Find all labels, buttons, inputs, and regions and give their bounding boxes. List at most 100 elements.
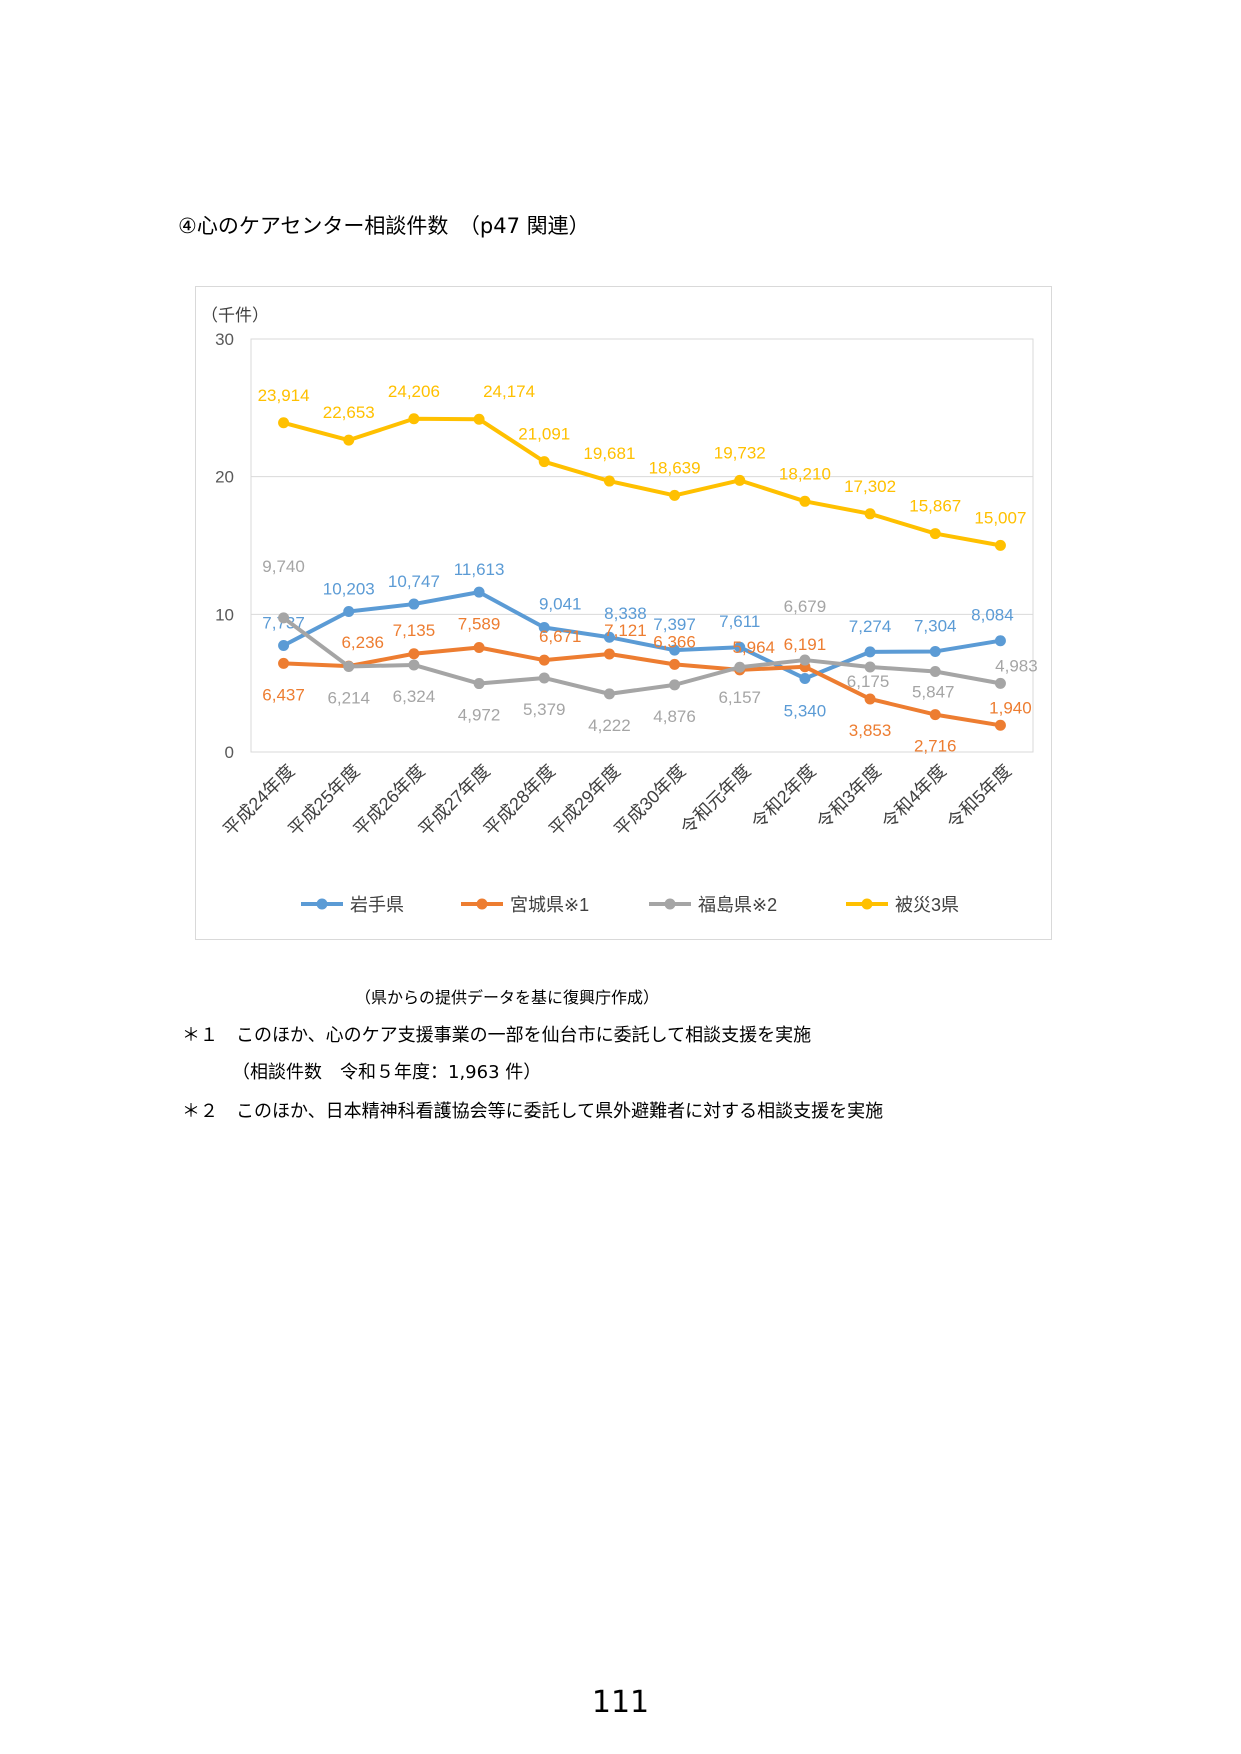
x-tick-label: 令和4年度	[878, 761, 950, 833]
x-tick-label: 令和2年度	[748, 761, 820, 833]
data-label: 7,135	[393, 621, 436, 640]
data-label: 4,876	[653, 707, 696, 726]
data-point	[603, 631, 615, 643]
data-point	[603, 688, 615, 700]
data-label: 8,338	[604, 604, 647, 623]
data-label: 1,940	[989, 698, 1032, 717]
data-label: 9,041	[539, 595, 582, 614]
data-point	[473, 642, 485, 654]
data-point	[538, 672, 550, 684]
data-point	[278, 612, 290, 624]
data-point	[929, 645, 941, 657]
data-point	[929, 709, 941, 721]
data-label: 15,007	[974, 508, 1026, 527]
data-point	[538, 456, 550, 468]
data-label: 7,397	[653, 615, 696, 634]
x-tick-label: 令和3年度	[813, 761, 885, 833]
data-label: 18,210	[779, 464, 831, 483]
chart-heading: ④心のケアセンター相談件数 （p47 関連）	[178, 214, 590, 238]
data-label: 5,964	[732, 638, 775, 657]
data-point	[994, 539, 1006, 551]
y-tick-label: 30	[215, 330, 234, 349]
source-note: （県からの提供データを基に復興庁作成）	[355, 988, 660, 1007]
data-point	[799, 672, 811, 684]
data-label: 15,867	[909, 497, 961, 516]
data-point	[864, 661, 876, 673]
data-point	[864, 646, 876, 658]
data-point	[408, 413, 420, 425]
data-label: 10,203	[323, 580, 375, 599]
x-tick-label: 令和5年度	[943, 761, 1015, 833]
data-point	[538, 654, 550, 666]
data-point	[799, 495, 811, 507]
data-label: 5,340	[784, 701, 827, 720]
series-line-2	[281, 645, 1003, 728]
data-label: 8,084	[971, 606, 1014, 625]
data-point	[994, 719, 1006, 731]
data-point	[864, 693, 876, 705]
data-point	[278, 657, 290, 669]
y-unit-label: （千件）	[201, 306, 269, 325]
data-label: 11,613	[454, 560, 505, 579]
data-point	[603, 475, 615, 487]
data-point	[734, 641, 746, 653]
data-label: 6,679	[784, 597, 827, 616]
data-label: 7,274	[849, 617, 892, 636]
data-label: 17,302	[844, 477, 896, 496]
data-label: 2,716	[914, 737, 957, 756]
data-point	[408, 598, 420, 610]
data-label: 3,853	[849, 721, 892, 740]
data-point	[408, 648, 420, 660]
series-line-4	[281, 416, 1003, 548]
legend-label: 被災3県	[895, 895, 959, 915]
footnote-1: ＊１ このほか、心のケア支援事業の一部を仙台市に委託して相談支援を実施	[182, 1025, 812, 1046]
data-label: 6,236	[341, 633, 384, 652]
page-number: 111	[591, 1685, 650, 1720]
data-label: 6,366	[653, 632, 696, 651]
data-label: 21,091	[518, 425, 570, 444]
data-point	[603, 648, 615, 660]
data-label: 19,732	[714, 443, 766, 462]
data-label: 4,983	[995, 656, 1038, 675]
data-label: 6,437	[262, 685, 305, 704]
data-label: 5,847	[912, 683, 955, 702]
data-point	[669, 644, 681, 656]
series-line-1	[281, 590, 1003, 681]
y-tick-label: 20	[215, 468, 234, 487]
data-point	[669, 679, 681, 691]
legend-label: 岩手県	[350, 895, 404, 915]
data-label: 18,639	[649, 458, 701, 477]
data-point	[343, 660, 355, 672]
data-label: 6,157	[718, 688, 761, 707]
legend-marker	[861, 898, 873, 910]
x-tick-label: 平成30年度	[610, 761, 689, 840]
data-point	[929, 528, 941, 540]
data-label: 6,191	[784, 635, 827, 654]
data-point	[278, 639, 290, 651]
data-point	[734, 474, 746, 486]
footnote-1-detail: （相談件数 令和５年度：1,963 件）	[232, 1062, 542, 1083]
data-label: 7,611	[719, 612, 760, 631]
data-label: 6,324	[393, 687, 436, 706]
data-point	[473, 678, 485, 690]
data-label: 6,175	[847, 672, 890, 691]
data-point	[669, 658, 681, 670]
x-tick-label: 令和元年度	[677, 761, 755, 839]
data-label: 22,653	[323, 403, 375, 422]
data-point	[278, 417, 290, 429]
data-label: 6,214	[327, 688, 370, 707]
data-label: 9,740	[262, 557, 305, 576]
data-point	[473, 586, 485, 598]
data-label: 7,589	[458, 615, 501, 634]
data-point	[799, 654, 811, 666]
data-point	[408, 659, 420, 671]
chart-container: （千件） 0 10 20 30 平成24年度 平成25年度 平成26年度 平成27年度 平成28年…	[195, 286, 1052, 940]
data-label: 6,671	[539, 627, 582, 646]
data-label: 7,304	[914, 616, 957, 635]
line-chart: （千件）0102030平成24年度平成25年度平成26年度平成27年度平成28年…	[201, 306, 1038, 915]
data-label: 23,914	[258, 386, 310, 405]
y-tick-label: 10	[215, 605, 234, 624]
data-point	[473, 413, 485, 425]
footnote-2: ＊２ このほか、日本精神科看護協会等に委託して県外避難者に対する相談支援を実施	[182, 1101, 884, 1122]
legend-label: 福島県※2	[698, 895, 777, 915]
